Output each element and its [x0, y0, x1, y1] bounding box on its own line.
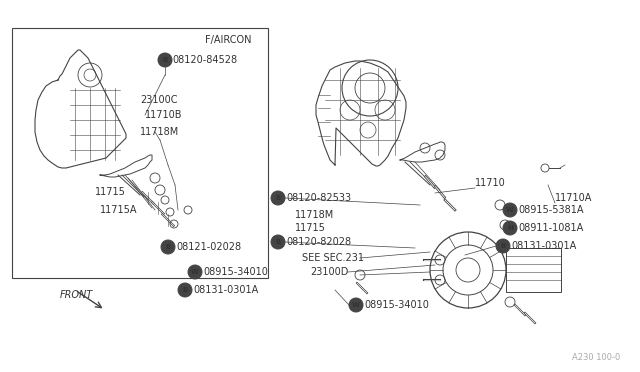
Text: W: W [352, 302, 360, 308]
Circle shape [503, 203, 517, 217]
Text: SEE SEC.231: SEE SEC.231 [302, 253, 364, 263]
Text: 08120-84528: 08120-84528 [172, 55, 237, 65]
Circle shape [188, 265, 202, 279]
Bar [506, 248, 561, 292]
Text: 08131-0301A: 08131-0301A [193, 285, 259, 295]
Text: N: N [507, 225, 513, 231]
Text: B: B [182, 287, 188, 293]
Text: B: B [500, 243, 506, 249]
Text: 08915-34010: 08915-34010 [364, 300, 429, 310]
Circle shape [496, 239, 510, 253]
Text: 08121-02028: 08121-02028 [176, 242, 241, 252]
Circle shape [161, 240, 175, 254]
Text: 23100D: 23100D [310, 267, 348, 277]
Text: B: B [275, 195, 280, 201]
Circle shape [271, 191, 285, 205]
Text: W: W [191, 269, 199, 275]
Text: 23100C: 23100C [140, 95, 177, 105]
Text: 11710A: 11710A [555, 193, 593, 203]
Text: 11718M: 11718M [140, 127, 179, 137]
Text: B: B [165, 244, 171, 250]
Bar [12, 28, 268, 278]
Circle shape [271, 235, 285, 249]
Text: B: B [275, 239, 280, 245]
Text: 11710B: 11710B [145, 110, 182, 120]
Text: 11715A: 11715A [100, 205, 138, 215]
Text: 08120-82028: 08120-82028 [286, 237, 351, 247]
Text: 11715: 11715 [295, 223, 326, 233]
Text: 08915-34010: 08915-34010 [203, 267, 268, 277]
Text: 08131-0301A: 08131-0301A [511, 241, 576, 251]
Text: 08911-1081A: 08911-1081A [518, 223, 583, 233]
Text: F/AIRCON: F/AIRCON [205, 35, 252, 45]
Text: 11710: 11710 [475, 178, 506, 188]
Text: W: W [506, 207, 514, 213]
Text: B: B [163, 57, 168, 63]
Circle shape [178, 283, 192, 297]
Text: 08120-82533: 08120-82533 [286, 193, 351, 203]
Circle shape [349, 298, 363, 312]
Circle shape [503, 221, 517, 235]
Circle shape [158, 53, 172, 67]
Text: FRONT: FRONT [60, 290, 93, 300]
Text: 11715: 11715 [95, 187, 126, 197]
Text: 11718M: 11718M [295, 210, 334, 220]
Text: A230 100-0: A230 100-0 [572, 353, 620, 362]
Text: 08915-5381A: 08915-5381A [518, 205, 584, 215]
